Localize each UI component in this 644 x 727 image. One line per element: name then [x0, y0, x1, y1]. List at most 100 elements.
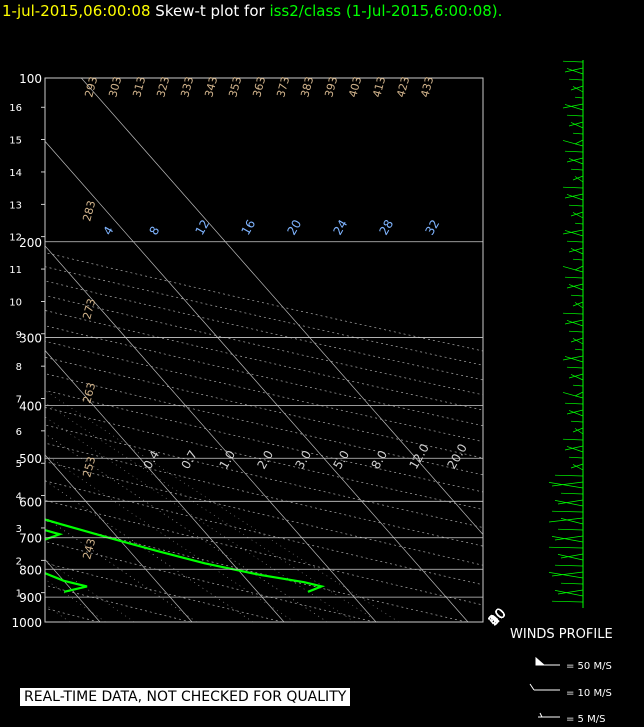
mixing-ratio-label: 20 [284, 217, 304, 237]
wind-barb [572, 464, 584, 471]
mixing-ratio-line [45, 433, 328, 622]
title-platform: iss2/class [269, 2, 342, 20]
isotherm-line [81, 78, 483, 536]
wind-legend-5: = 5 M/S [566, 714, 606, 725]
wind-barb [557, 528, 584, 531]
mixing-ratio-label-mid: 0.7 [178, 448, 200, 472]
temp-right-label: 40 [486, 605, 510, 629]
wind-legend-10: = 10 M/S [566, 688, 612, 699]
wind-barb [566, 446, 584, 453]
wind-barb [551, 600, 584, 603]
theta-label: 333 [178, 75, 196, 99]
wind-barb [560, 518, 584, 525]
wind-barb [568, 410, 584, 417]
wind-barb [574, 428, 584, 435]
height-tick-label: 16 [9, 103, 22, 114]
wind-barb [566, 320, 584, 327]
wind-barb [568, 330, 584, 333]
height-tick-label: 15 [9, 136, 22, 147]
wind-barb [560, 553, 584, 559]
pressure-tick-label: 300 [19, 332, 42, 346]
wind-barb [574, 139, 584, 145]
wind-barb [572, 175, 584, 181]
plot-title: 1-jul-2015,06:00:08 Skew-t plot for iss2… [2, 2, 502, 20]
dry-adiabat [45, 541, 375, 622]
theta-label: 353 [226, 75, 244, 99]
theta-label: 423 [394, 75, 412, 99]
wind-barb [568, 247, 584, 253]
wind-barb [562, 438, 584, 441]
wind-barb [566, 366, 584, 369]
title-timestamp: (1-Jul-2015,6:00:08). [341, 2, 503, 20]
wind-barb [551, 510, 584, 513]
isotherm-line [0, 78, 8, 622]
height-tick-label: 3 [16, 524, 22, 535]
title-text: Skew-t plot for [150, 2, 270, 20]
pressure-tick-label: 1000 [11, 616, 42, 630]
wind-barb [572, 427, 584, 433]
height-tick-label: 1 [16, 589, 22, 600]
dry-adiabat [45, 461, 483, 566]
mixing-ratio-label: 16 [238, 217, 258, 237]
wind-barb [566, 409, 584, 415]
wind-barb [566, 114, 584, 117]
wind-barb [562, 186, 584, 189]
wind-barb [572, 212, 584, 219]
wind-barb [570, 294, 584, 297]
wind-barb [574, 222, 584, 225]
wind-barb [557, 554, 584, 561]
height-tick-label: 7 [16, 395, 22, 406]
temperature-profile [45, 518, 326, 593]
wind-barb [572, 86, 584, 93]
wind-barb [570, 420, 584, 423]
pressure-tick-label: 100 [19, 72, 42, 86]
mixing-ratio-label: 4 [100, 224, 116, 238]
wind-barb [568, 158, 584, 165]
pressure-tick-label: 200 [19, 236, 42, 250]
wind-barb [574, 302, 584, 309]
wind-barb [557, 499, 584, 505]
wind-barb [574, 265, 584, 271]
mixing-ratio-line [45, 433, 328, 622]
dry-adiabat [0, 78, 7, 622]
theta-label: 323 [154, 75, 172, 99]
winds-profile-title: WINDS PROFILE [510, 627, 613, 642]
theta-label: 363 [250, 75, 268, 99]
theta-label: 243 [80, 537, 98, 561]
wind-barb [572, 384, 584, 387]
theta-label: 403 [346, 75, 364, 99]
wind-barb [564, 193, 584, 199]
mixing-ratio-label: 24 [330, 217, 350, 237]
wind-barb [562, 229, 584, 235]
theta-label: 273 [80, 297, 98, 321]
wind-barb [570, 248, 584, 255]
wind-barb [551, 481, 584, 487]
height-tick-label: 8 [16, 362, 22, 373]
wind-barb [551, 571, 584, 577]
height-tick-label: 2 [16, 556, 22, 567]
wind-barb [564, 445, 584, 451]
wind-barb [566, 68, 584, 75]
wind-barb [566, 194, 584, 201]
isotherm-line [45, 349, 285, 622]
wind-barb [554, 564, 584, 567]
wind-barb [554, 535, 584, 541]
wind-barb [572, 338, 584, 345]
isotherm-line [45, 245, 377, 622]
wind-barb [562, 140, 584, 147]
height-tick-label: 11 [9, 265, 22, 276]
mixing-ratio-label-mid: 2.0 [254, 448, 276, 472]
dry-adiabat [45, 562, 283, 622]
wind-barb [548, 572, 584, 579]
wind-barb [564, 67, 584, 73]
wind-barb [564, 150, 584, 153]
pressure-tick-label: 500 [19, 452, 42, 466]
theta-label: 313 [130, 75, 148, 99]
isotherm-line [45, 454, 193, 622]
mixing-ratio-label: 28 [376, 217, 396, 237]
wind-barb [570, 168, 584, 171]
height-tick-label: 4 [16, 492, 22, 503]
theta-label: 393 [322, 75, 340, 99]
theta-label: 293 [82, 75, 100, 99]
